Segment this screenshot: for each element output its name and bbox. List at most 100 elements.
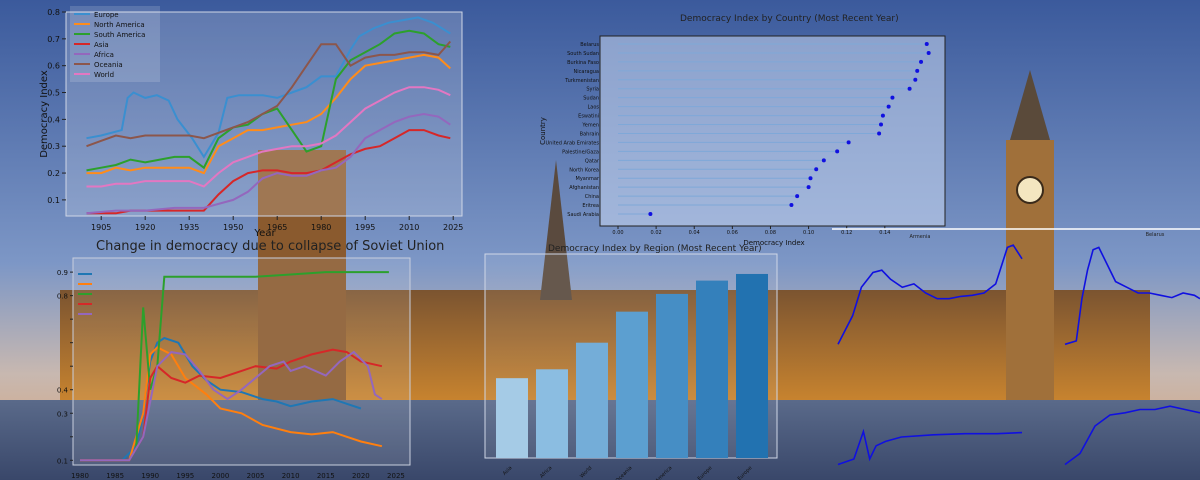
regional-y-tick-label: 0.4 [47, 115, 60, 124]
central-spire [540, 160, 572, 300]
country-dot [886, 104, 891, 109]
country-x-tick-label: 0.00 [612, 230, 623, 236]
soviet-x-tick-label: 2005 [247, 472, 265, 480]
soviet-x-tick-label: 1985 [106, 472, 124, 480]
regional-legend-label-6: World [94, 71, 114, 79]
regional-y-tick-label: 0.5 [47, 89, 60, 98]
regional-y-tick-label: 0.8 [47, 8, 60, 17]
country-chart-title: Democracy Index by Country (Most Recent … [680, 14, 899, 24]
regional-legend-label-5: Oceania [94, 61, 123, 69]
soviet-y-tick-label: 0.3 [57, 410, 68, 418]
regional-x-tick-label: 1995 [355, 223, 375, 232]
country-dot [846, 140, 851, 145]
country-dot [915, 68, 920, 73]
country-x-axis-label: Democracy Index [743, 239, 804, 247]
country-x-tick-label: 0.10 [803, 230, 814, 236]
traces-series-line-0 [837, 244, 1023, 345]
country-label: Burkina Faso [567, 60, 599, 66]
country-dot [926, 50, 931, 55]
country-x-tick-label: 0.04 [689, 230, 700, 236]
country-label: Eswatini [578, 114, 599, 120]
country-x-tick-label: 0.12 [841, 230, 852, 236]
country-dot [924, 42, 929, 46]
country-label: Bahrain [580, 131, 599, 137]
regional-x-tick-label: 1905 [91, 223, 111, 232]
soviet-y-tick-label: 0.4 [57, 387, 69, 395]
soviet-series-line-3 [80, 348, 383, 462]
country-label: Eritrea [582, 203, 599, 209]
country-chart: Belarus South Sudan Burkina Faso Nicaragua T… [539, 35, 946, 247]
regional-x-axis-label: Year [253, 228, 276, 239]
traces-chart: Armenia Belarus [832, 228, 1200, 466]
soviet-y-tick-label: 0.8 [57, 293, 68, 301]
region-bar [616, 311, 648, 458]
regional-x-tick-label: 1935 [179, 223, 199, 232]
soviet-series-line-4 [80, 350, 383, 462]
country-dot [821, 158, 826, 163]
regional-x-tick-label: 2025 [443, 223, 463, 232]
country-dot [789, 203, 794, 208]
country-label: Yemen [581, 123, 599, 129]
regional-y-tick-label: 0.3 [47, 142, 60, 151]
country-label: North Korea [569, 167, 599, 173]
country-label: Saudi Arabia [567, 212, 599, 218]
regional-x-tick-label: 1920 [135, 223, 155, 232]
region-category-label: Asia [502, 465, 514, 477]
regional-y-tick-label: 0.1 [47, 196, 60, 205]
country-x-tick-label: 0.02 [651, 230, 662, 236]
country-dot [808, 176, 813, 181]
region-bar [576, 342, 608, 458]
country-dot [907, 86, 912, 91]
country-label: Nicaragua [574, 69, 599, 75]
soviet-x-tick-label: 2015 [317, 472, 335, 480]
regional-series-line-0 [86, 16, 451, 159]
charts-layer: 1905 1920 1935 1950 1965 1980 1995 2010 20250.10… [39, 6, 1200, 480]
country-dot [648, 212, 653, 216]
country-label: Qatar [585, 158, 600, 164]
country-label: South Sudan [567, 51, 599, 57]
country-label: Afghanistan [569, 185, 599, 191]
country-label: Laos [587, 105, 599, 111]
country-label: Turkmenistan [564, 78, 599, 84]
country-label: China [585, 194, 599, 200]
regional-legend-label-2: South America [94, 31, 145, 39]
country-x-tick-label: 0.08 [765, 230, 776, 236]
regional-x-tick-label: 1950 [223, 223, 243, 232]
traces-series-line-3 [1064, 405, 1200, 466]
traces-label-b: Belarus [1146, 232, 1165, 238]
regional-legend-label-3: Asia [94, 41, 109, 49]
regional-series-line-1 [86, 53, 451, 175]
country-label: Sudan [583, 96, 599, 102]
soviet-x-tick-label: 1990 [141, 472, 159, 480]
soviet-x-tick-label: 2000 [212, 472, 230, 480]
country-x-tick-label: 0.06 [727, 230, 738, 236]
soviet-chart: 1980 1985 1990 1995 2000 2005 2010 2015 2020 2025… [57, 257, 411, 480]
country-label: United Arab Emirates [545, 140, 599, 146]
soviet-y-tick-label: 0.9 [57, 269, 68, 277]
soviet-x-tick-label: 1980 [71, 472, 89, 480]
country-dot [880, 113, 885, 118]
country-label: Syria [586, 87, 599, 93]
region-bar [696, 280, 728, 458]
country-plot-area [599, 35, 946, 227]
country-dot [890, 95, 895, 100]
country-dot [814, 167, 819, 172]
regional-y-tick-label: 0.7 [47, 35, 60, 44]
traces-label-a: Armenia [910, 234, 931, 240]
region-bar [536, 369, 568, 458]
country-dot [795, 194, 800, 199]
regional-y-axis-label: Democracy Index [39, 70, 50, 158]
traces-series-line-1 [1064, 246, 1200, 346]
soviet-x-tick-label: 2025 [387, 472, 405, 480]
regional-series-line-5 [86, 40, 452, 148]
soviet-series-line-2 [80, 271, 389, 462]
regional-x-tick-label: 2010 [399, 223, 419, 232]
region-bar [656, 293, 688, 458]
country-label: Palestine/Gaza [562, 149, 599, 155]
region-chart: Asia Africa World Oceania America Europe Europ… [484, 253, 778, 480]
regional-legend-label-0: Europe [94, 11, 119, 19]
regional-y-tick-label: 0.2 [47, 169, 60, 178]
regional-legend-label-4: Africa [94, 51, 114, 59]
country-x-tick-label: 0.14 [879, 230, 890, 236]
